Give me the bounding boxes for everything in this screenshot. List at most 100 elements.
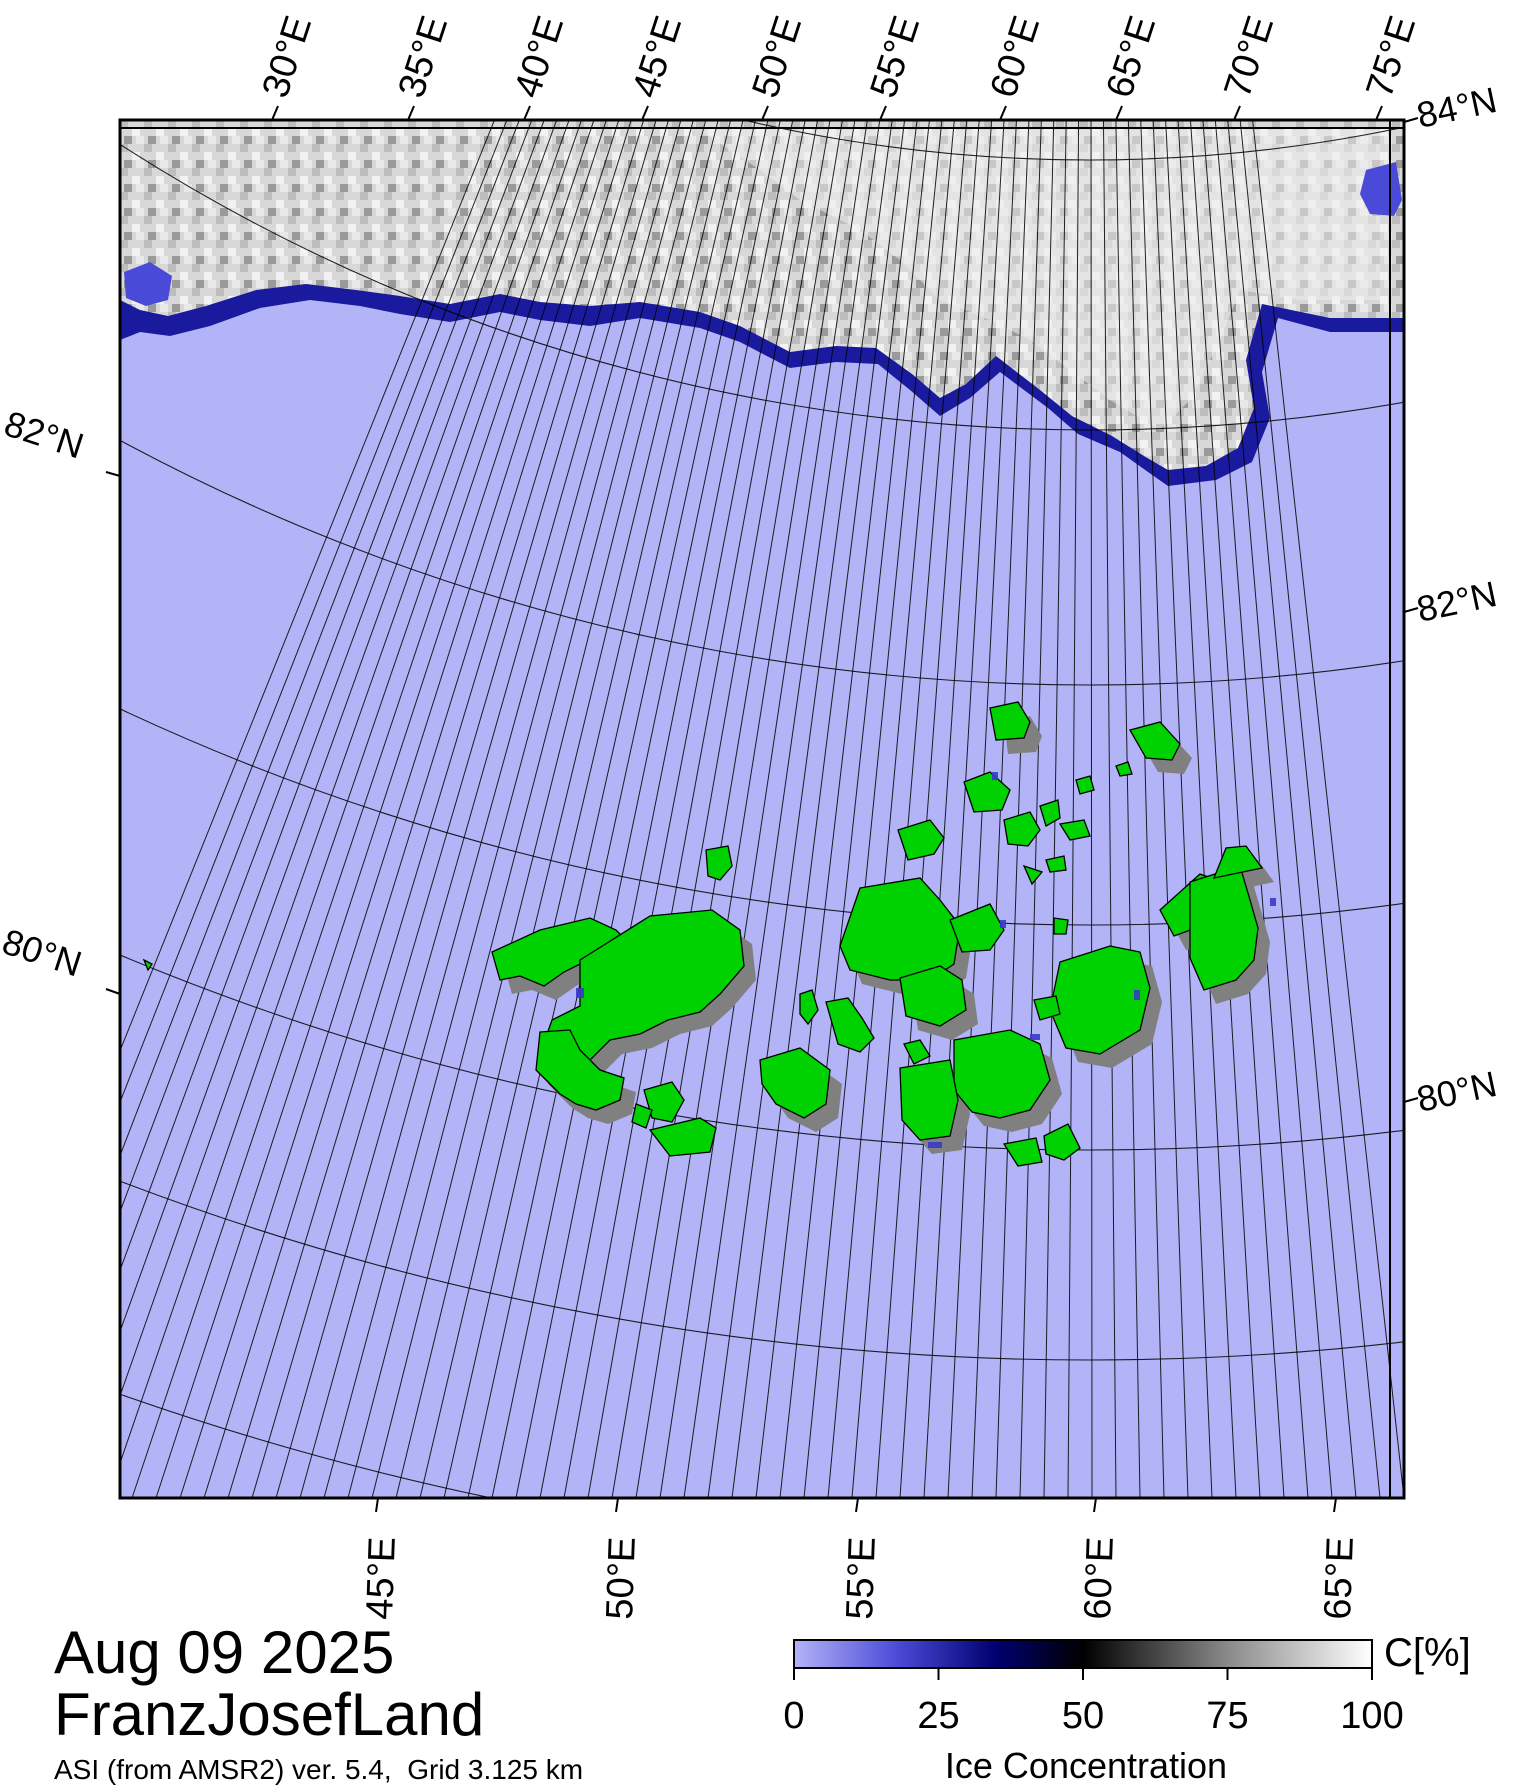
meridian-line — [683, 120, 881, 1498]
top-lon-label: 30°E — [255, 11, 321, 103]
bottom-lon-tick — [1333, 1497, 1337, 1513]
latitude-lines — [120, 120, 1404, 1498]
top-lon-label: 55°E — [863, 11, 929, 103]
meridian-line — [227, 120, 645, 1498]
pack-ice-light-zone — [700, 130, 1380, 430]
left-lat-label-82: 82°N — [0, 403, 89, 467]
meridian-line — [395, 120, 732, 1498]
legend-tick-label: 75 — [1206, 1695, 1248, 1737]
meridian-line — [755, 120, 918, 1498]
map-region-title: FranzJosefLand — [54, 1681, 485, 1748]
meridian-line — [707, 120, 893, 1498]
meridian-line — [899, 120, 993, 1498]
bottom-lon-tick — [855, 1497, 859, 1513]
bottom-lon-label: 65°E — [1317, 1536, 1362, 1620]
meridian-line — [1140, 120, 1189, 1498]
franz-josef-land-islands — [142, 701, 1276, 1167]
legend-tick-label: 0 — [783, 1695, 804, 1737]
bottom-lon-tick — [1093, 1497, 1097, 1513]
top-lon-tick — [641, 105, 649, 121]
meridian-line — [179, 120, 620, 1498]
legend-title: Ice Concentration — [945, 1745, 1227, 1786]
meridian-line — [1127, 120, 1165, 1498]
right-lat-label-80: 80°N — [1413, 1063, 1500, 1120]
meridian-line — [1177, 120, 1261, 1498]
right-lat-tick-84 — [1403, 117, 1419, 123]
meridian-line — [251, 120, 657, 1498]
top-longitude-labels: 30°E 35°E 40°E 45°E 50°E 55°E 60°E 65°E 70°E 75°E — [255, 11, 1425, 121]
meridian-line — [1043, 120, 1067, 1498]
legend-colorbar — [793, 1639, 1373, 1669]
top-lon-label: 70°E — [1217, 11, 1283, 103]
top-lon-tick — [1233, 105, 1241, 121]
meridian-line — [659, 120, 868, 1498]
meridian-line — [275, 120, 669, 1498]
meridian-line — [587, 120, 831, 1498]
bottom-lon-label: 45°E — [359, 1536, 404, 1620]
legend-tick-label: 50 — [1062, 1695, 1104, 1737]
meridian-line — [120, 120, 520, 1158]
top-lon-label: 60°E — [983, 11, 1049, 103]
meridian-line — [827, 120, 955, 1498]
meridian-line — [131, 120, 595, 1498]
coastal-ice-fringe — [576, 772, 1276, 1148]
right-lat-tick-82 — [1403, 607, 1419, 613]
bottom-lon-tick — [375, 1497, 379, 1513]
top-lon-tick — [1115, 105, 1123, 121]
top-lon-label: 75°E — [1359, 11, 1425, 103]
meridian-line — [120, 120, 496, 1053]
left-lat-tick-82 — [105, 471, 121, 477]
right-lat-tick-80 — [1403, 1097, 1419, 1103]
meridian-line — [779, 120, 930, 1498]
meridian-line — [347, 120, 707, 1498]
meridian-line — [371, 120, 719, 1498]
legend-unit: C[%] — [1384, 1631, 1471, 1675]
top-lon-tick — [523, 105, 531, 121]
left-lat-label-80: 80°N — [0, 921, 87, 985]
polynya-left — [124, 262, 172, 306]
top-lon-tick — [879, 105, 887, 121]
top-lon-label: 50°E — [745, 11, 811, 103]
meridian-line — [1202, 120, 1309, 1498]
top-lon-label: 35°E — [391, 11, 457, 103]
meridian-line — [1165, 120, 1237, 1498]
meridian-line — [1239, 120, 1381, 1498]
polynya — [1360, 162, 1402, 216]
top-lon-label: 65°E — [1099, 11, 1165, 103]
legend-tick-label: 25 — [917, 1695, 959, 1737]
right-latitude-labels: 84°N 82°N 80°N — [1403, 79, 1500, 1120]
meridian-line — [851, 120, 968, 1498]
meridian-line — [299, 120, 682, 1498]
bottom-lon-label: 60°E — [1077, 1536, 1122, 1620]
meridian-line — [419, 120, 744, 1498]
meridian-line — [155, 120, 607, 1498]
meridian-line — [323, 120, 694, 1498]
island-land — [142, 701, 1264, 1167]
meridian-line — [120, 120, 583, 1465]
left-lat-tick-80 — [105, 988, 121, 995]
meridian-line — [635, 120, 856, 1498]
meridian-line — [1227, 120, 1357, 1498]
meridian-line — [1252, 120, 1404, 1498]
top-lon-tick — [407, 105, 415, 121]
top-lon-tick — [761, 105, 769, 121]
meridian-line — [120, 120, 545, 1272]
meridian-line — [120, 120, 558, 1333]
meridian-line — [120, 120, 508, 1104]
left-latitude-labels: 82°N 80°N — [0, 403, 121, 995]
top-lon-tick — [999, 105, 1007, 121]
meridian-line — [1214, 120, 1333, 1498]
meridian-line — [203, 120, 632, 1498]
top-lon-tick — [271, 105, 279, 121]
meridian-line — [923, 120, 1005, 1498]
legend: 0 25 50 75 100 C[%] Ice Concentration — [783, 1631, 1470, 1786]
bottom-longitude-labels: 45°E 50°E 55°E 60°E 65°E — [359, 1497, 1362, 1620]
legend-ticks: 0 25 50 75 100 — [783, 1668, 1404, 1737]
map-source-note: ASI (from AMSR2) ver. 5.4, Grid 3.125 km — [54, 1754, 584, 1785]
meridian-line — [120, 120, 533, 1214]
right-lat-label-84: 84°N — [1413, 79, 1500, 136]
bottom-lon-label: 50°E — [599, 1536, 644, 1620]
bottom-lon-tick — [615, 1497, 619, 1513]
map-area — [120, 120, 1404, 1498]
